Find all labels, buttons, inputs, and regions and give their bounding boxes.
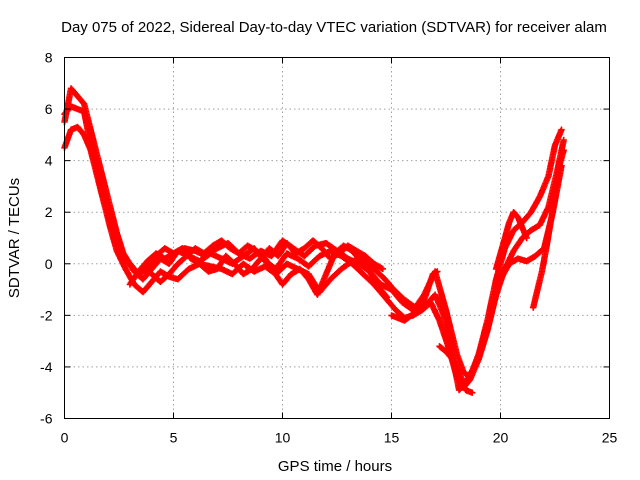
axis-ticks: 0 5 10 15 20 25 -6 -4 -2 0 2 4 6 8 — [40, 50, 617, 446]
y-tick-label: 0 — [45, 256, 53, 272]
data-point — [558, 126, 565, 133]
y-tick-label: -4 — [40, 359, 53, 375]
data-point — [383, 293, 390, 300]
x-tick-label: 25 — [602, 430, 618, 446]
y-tick-label: -2 — [40, 307, 53, 323]
data-marks — [61, 85, 567, 396]
x-tick-label: 15 — [384, 430, 400, 446]
chart-title: Day 075 of 2022, Sidereal Day-to-day VTE… — [61, 19, 607, 36]
data-point — [379, 265, 386, 273]
y-axis-label: SDTVAR / TECUs — [6, 178, 23, 298]
x-tick-label: 0 — [61, 430, 69, 446]
x-axis-label: GPS time / hours — [278, 458, 392, 475]
series-trace-7 — [436, 343, 476, 396]
y-tick-label: 2 — [45, 204, 53, 220]
data-point — [383, 294, 391, 301]
series-trace-9 — [492, 209, 530, 273]
y-tick-label: 6 — [45, 101, 53, 117]
data-point — [560, 136, 567, 144]
data-point — [434, 268, 441, 275]
series-trace-6 — [388, 268, 441, 324]
plot-frame — [64, 57, 610, 419]
data-point — [560, 147, 567, 154]
data-point — [523, 234, 530, 242]
y-tick-label: -6 — [40, 411, 53, 427]
data-point — [469, 389, 476, 396]
series-trace-1 — [61, 85, 565, 381]
x-tick-label: 20 — [493, 430, 509, 446]
series-trace-5 — [139, 237, 391, 301]
y-tick-label: 8 — [45, 50, 53, 66]
series-trace-8 — [530, 147, 567, 311]
series-trace-3 — [61, 123, 565, 394]
y-tick-label: 4 — [45, 153, 53, 169]
x-tick-label: 10 — [275, 430, 291, 446]
x-tick-label: 5 — [170, 430, 178, 446]
